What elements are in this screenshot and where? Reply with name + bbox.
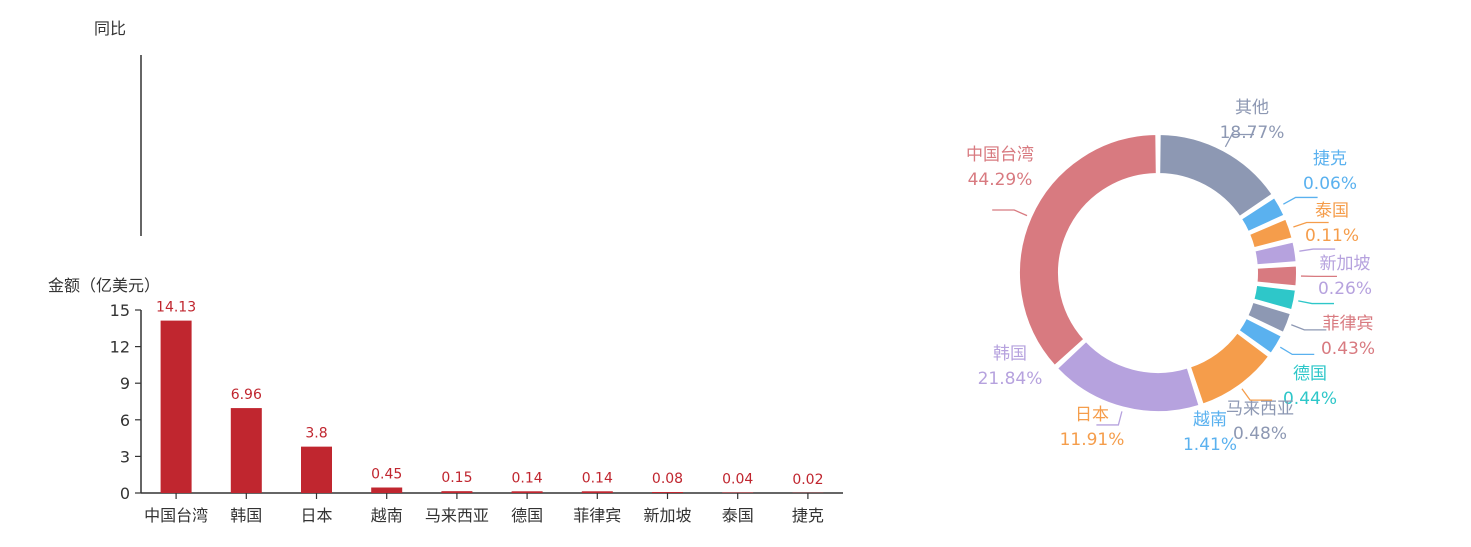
x-category-label: 捷克 bbox=[792, 506, 824, 525]
bar-value-label: 6.96 bbox=[231, 387, 262, 403]
x-category-label: 中国台湾 bbox=[144, 506, 208, 525]
donut-slice bbox=[1253, 240, 1298, 267]
donut-slice-name: 菲律宾 bbox=[1323, 314, 1374, 334]
donut-slice bbox=[1188, 331, 1271, 406]
y-tick-label: 12 bbox=[110, 338, 130, 357]
x-categories: 中国台湾 韩国 日本 越南 马来西亚 德国 菲律宾 新加坡 泰国 捷克 bbox=[144, 493, 824, 525]
y-tick-label: 15 bbox=[110, 301, 130, 320]
bar-value-label: 3.8 bbox=[305, 426, 327, 442]
yoy-axis-label: 同比 bbox=[94, 19, 126, 38]
bar-value-label: 0.02 bbox=[792, 472, 823, 488]
y-ticks: 0 3 6 9 12 15 bbox=[110, 301, 141, 503]
x-category-label: 韩国 bbox=[230, 506, 262, 525]
donut-slice bbox=[1255, 264, 1298, 288]
x-category-label: 马来西亚 bbox=[425, 506, 489, 525]
bar bbox=[652, 492, 683, 493]
donut-slice bbox=[1018, 132, 1158, 368]
donut-leader-line bbox=[1293, 221, 1329, 228]
donut-leader-line bbox=[1096, 411, 1123, 426]
x-category-label: 日本 bbox=[300, 506, 332, 525]
donut-leader-line bbox=[1241, 388, 1273, 401]
y-tick-label: 0 bbox=[120, 484, 130, 503]
bar-value-label: 0.45 bbox=[371, 467, 402, 483]
donut-slice-percent: 11.91% bbox=[1060, 430, 1125, 450]
donut-slice-name: 捷克 bbox=[1313, 149, 1347, 169]
x-category-label: 越南 bbox=[371, 506, 403, 525]
donut-slice-name: 德国 bbox=[1293, 364, 1327, 384]
donut-slice-name: 马来西亚 bbox=[1226, 399, 1294, 419]
bar-value-label: 0.08 bbox=[652, 471, 683, 487]
donut-slice-name: 新加坡 bbox=[1320, 254, 1371, 274]
bar bbox=[301, 446, 332, 493]
donut-slice bbox=[1158, 132, 1274, 219]
amount-axis-label: 金额（亿美元） bbox=[48, 276, 160, 295]
bar bbox=[511, 491, 543, 493]
bars: 14.13 6.96 3.8 0.45 0.15 0.14 0.14 0.08 0.04 0.02 bbox=[156, 300, 823, 493]
x-category-label: 菲律宾 bbox=[573, 506, 621, 525]
donut-slice-percent: 18.77% bbox=[1220, 123, 1285, 143]
donut-chart: 其他 18.77% 捷克 0.06% 泰国 0.11% 新加坡 0.26% 菲律宾 0.43% 德国… bbox=[966, 98, 1375, 455]
donut-slice-percent: 0.48% bbox=[1233, 424, 1287, 444]
y-tick-label: 9 bbox=[120, 374, 130, 393]
donut-slice-percent: 0.44% bbox=[1283, 389, 1337, 409]
donut-slice-percent: 0.06% bbox=[1303, 174, 1357, 194]
donut-labels: 其他 18.77% 捷克 0.06% 泰国 0.11% 新加坡 0.26% 菲律宾 0.43% 德国… bbox=[966, 98, 1375, 455]
donut-slice bbox=[1247, 217, 1294, 250]
y-tick-label: 6 bbox=[120, 411, 130, 430]
donut-leader-line bbox=[1299, 248, 1336, 252]
donut-leader-line bbox=[1291, 324, 1327, 331]
donut-slice-percent: 0.43% bbox=[1321, 339, 1375, 359]
bar-value-label: 0.14 bbox=[512, 470, 543, 486]
bar-chart: 同比 金额（亿美元） 0 3 6 9 12 15 14.13 6.96 3.8 0.45 0.15… bbox=[48, 19, 843, 525]
bar-value-label: 14.13 bbox=[156, 300, 196, 316]
donut-leader-line bbox=[1224, 133, 1254, 148]
bar-value-label: 0.14 bbox=[582, 470, 613, 486]
donut-slice-percent: 21.84% bbox=[978, 369, 1043, 389]
bar bbox=[230, 408, 262, 493]
x-category-label: 德国 bbox=[511, 506, 543, 525]
donut-slice-name: 越南 bbox=[1193, 410, 1227, 430]
donut-slice-name: 日本 bbox=[1075, 405, 1109, 425]
donut-leader-line bbox=[1283, 196, 1318, 205]
bar bbox=[441, 491, 473, 493]
x-category-label: 泰国 bbox=[722, 506, 754, 525]
donut-slice-percent: 1.41% bbox=[1183, 435, 1237, 455]
donut-slices bbox=[1018, 132, 1298, 413]
donut-leader-line bbox=[1298, 300, 1334, 305]
donut-slice-name: 中国台湾 bbox=[966, 145, 1034, 165]
donut-leader-line bbox=[1279, 346, 1315, 356]
donut-slice bbox=[1246, 300, 1293, 335]
bar bbox=[371, 487, 403, 493]
donut-slice bbox=[1239, 195, 1286, 234]
bar bbox=[160, 320, 192, 493]
donut-slice-name: 泰国 bbox=[1315, 201, 1349, 221]
donut-slice bbox=[1252, 283, 1298, 312]
bar bbox=[581, 491, 613, 493]
bar-value-label: 0.04 bbox=[722, 472, 753, 488]
donut-slice-percent: 44.29% bbox=[968, 170, 1033, 190]
donut-slice-percent: 0.26% bbox=[1318, 279, 1372, 299]
donut-slice bbox=[1055, 339, 1201, 413]
donut-leader-line bbox=[992, 209, 1028, 217]
donut-slice-name: 韩国 bbox=[993, 344, 1027, 364]
donut-slice-name: 其他 bbox=[1235, 98, 1269, 118]
y-tick-label: 3 bbox=[120, 447, 130, 466]
donut-slice bbox=[1237, 316, 1284, 356]
x-category-label: 新加坡 bbox=[643, 506, 691, 525]
bar-value-label: 0.15 bbox=[441, 470, 472, 486]
donut-slice-percent: 0.11% bbox=[1305, 226, 1359, 246]
